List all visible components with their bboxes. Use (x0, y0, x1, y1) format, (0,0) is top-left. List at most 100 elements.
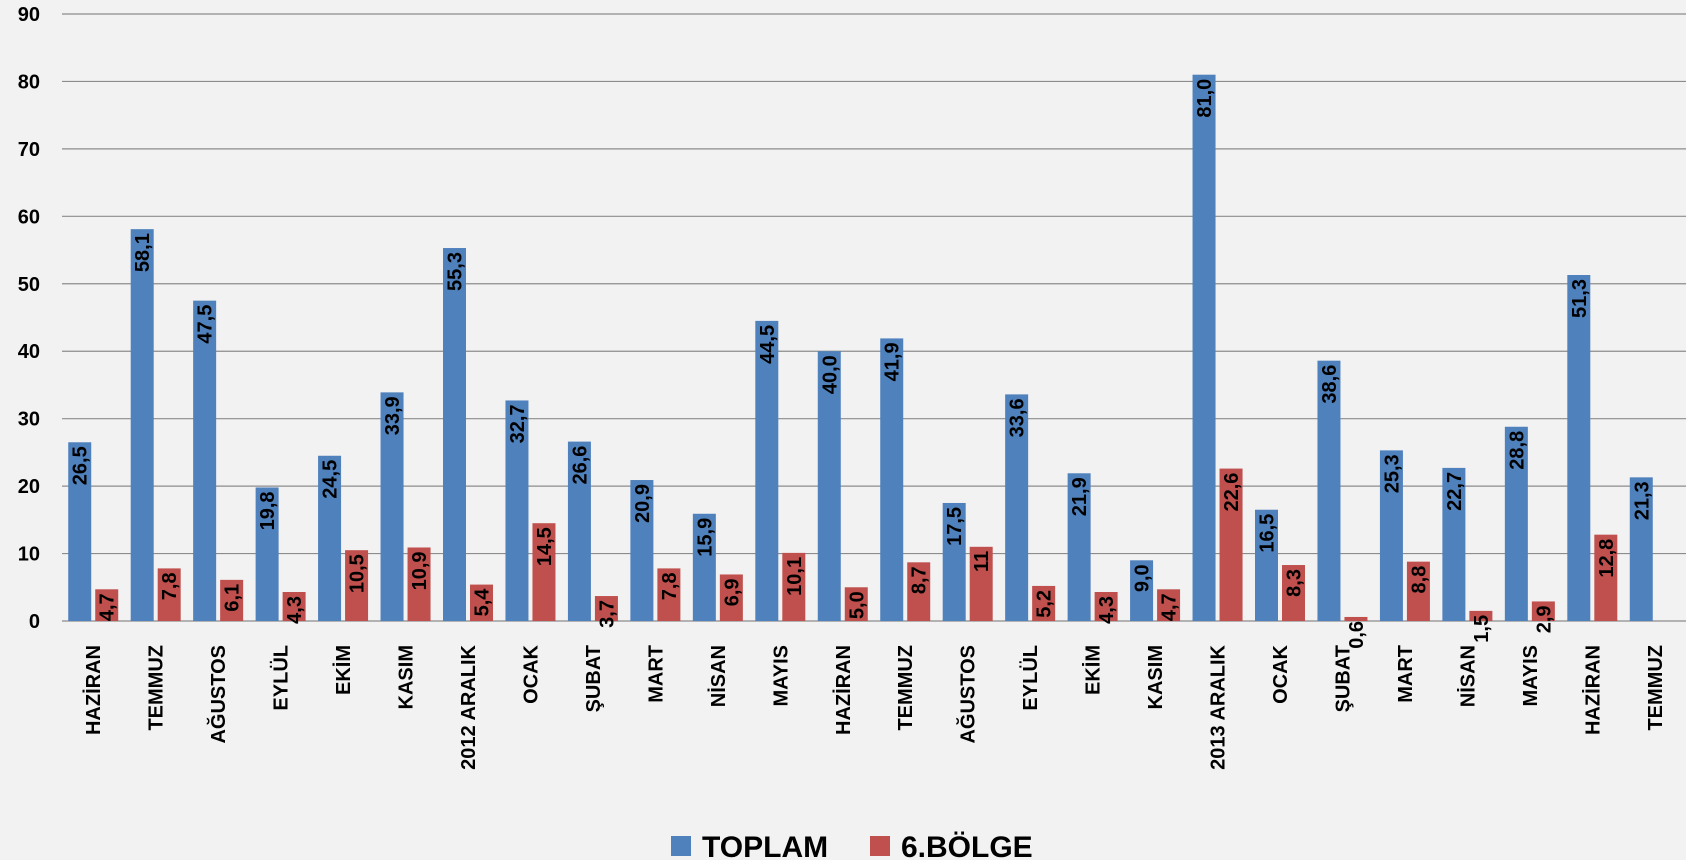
y-tick-label: 40 (18, 341, 40, 363)
data-label: 10,5 (347, 554, 369, 593)
data-label: 5,4 (472, 588, 494, 617)
y-axis-ticks: 0 10 20 30 40 50 60 70 80 90 (18, 4, 40, 633)
x-category-label: EYLÜL (270, 645, 293, 711)
bar-6-bolge (969, 546, 993, 621)
bar-toplam (68, 442, 92, 621)
bar-toplam (755, 320, 779, 621)
bar-toplam (505, 400, 529, 621)
bar-toplam (817, 351, 841, 621)
bar-toplam (1192, 74, 1216, 621)
x-category-label: KASIM (396, 645, 418, 709)
bar-6-bolge (907, 562, 931, 621)
legend-label-toplam: TOPLAM (702, 831, 828, 860)
data-label: 10,1 (784, 557, 806, 596)
x-category-label: HAZİRAN (82, 645, 105, 735)
bar-6-bolge (1032, 585, 1056, 621)
bar-toplam (692, 513, 716, 621)
bar-toplam (1317, 360, 1341, 621)
y-tick-label: 50 (18, 274, 40, 296)
x-category-label: HAZİRAN (832, 645, 855, 735)
y-tick-label: 80 (18, 71, 40, 93)
data-label: 58,1 (132, 233, 154, 272)
data-labels: 26,5 4,7 58,1 7,8 47,5 6,1 19,8 4,3 24,5 10,5 33,9… (70, 79, 1654, 649)
bar-toplam (1567, 275, 1591, 621)
data-label: 10,9 (409, 551, 431, 590)
bar-toplam (193, 300, 217, 621)
x-category-label: MART (1395, 645, 1417, 703)
bar-6-bolge (782, 552, 806, 621)
x-category-label: KASIM (1145, 645, 1167, 709)
data-label: 21,3 (1631, 481, 1653, 520)
bar-6-bolge (1157, 589, 1181, 621)
bar-toplam (443, 248, 466, 621)
data-label: 19,8 (257, 491, 279, 530)
y-tick-label: 0 (29, 611, 40, 633)
bar-toplam (630, 480, 654, 621)
data-label: 4,3 (284, 596, 306, 624)
legend-label-6-bolge: 6.BÖLGE (901, 831, 1033, 860)
data-label: 55,3 (445, 252, 467, 291)
data-label: 6,9 (721, 578, 743, 606)
x-category-label: AĞUSTOS (206, 645, 230, 744)
data-label: 32,7 (507, 404, 529, 443)
x-axis-categories: HAZİRAN TEMMUZ AĞUSTOS EYLÜL EKİM KASIM 2012 A… (82, 644, 1667, 769)
x-category-label: MAYIS (770, 645, 792, 707)
bar-6-bolge (1531, 601, 1555, 621)
y-tick-label: 10 (18, 544, 40, 566)
x-category-label: ŞUBAT (1332, 645, 1354, 712)
bar-6-bolge (95, 589, 119, 621)
x-category-label: EYLÜL (1019, 645, 1042, 711)
bar-6-bolge (157, 568, 181, 621)
x-category-label: NİSAN (1456, 645, 1479, 707)
bar-toplam (380, 392, 404, 621)
data-label: 15,9 (694, 518, 716, 557)
data-label: 11 (971, 551, 993, 572)
bar-6-bolge (345, 550, 369, 621)
bar-6-bolge (1094, 591, 1118, 621)
x-category-label: OCAK (520, 644, 542, 703)
x-category-label: 2013 ARALIK (1208, 644, 1230, 769)
bar-6-bolge (1282, 565, 1305, 621)
data-label: 7,8 (159, 572, 181, 600)
legend-swatch-toplam (671, 836, 691, 856)
data-label: 3,7 (596, 600, 618, 628)
data-label: 0,6 (1346, 621, 1368, 649)
bars (68, 74, 1653, 622)
data-label: 2,9 (1533, 605, 1555, 633)
data-label: 22,7 (1444, 472, 1466, 511)
data-label: 4,3 (1096, 596, 1118, 624)
bar-toplam (880, 338, 904, 621)
x-category-label: TEMMUZ (1645, 645, 1667, 731)
x-category-label: MAYIS (1520, 645, 1542, 707)
x-category-label: AĞUSTOS (956, 645, 980, 744)
bar-6-bolge (719, 574, 743, 621)
data-label: 24,5 (320, 460, 342, 499)
data-label: 21,9 (1069, 477, 1091, 516)
data-label: 4,7 (1159, 593, 1181, 621)
data-label: 33,9 (382, 396, 404, 435)
data-label: 9,0 (1132, 564, 1154, 592)
bar-6-bolge (532, 523, 556, 621)
data-label: 8,7 (909, 566, 931, 594)
bar-toplam (1442, 467, 1466, 621)
bar-toplam (318, 455, 342, 621)
x-category-label: NİSAN (707, 645, 730, 707)
bar-toplam (942, 502, 966, 621)
bar-toplam (1005, 394, 1029, 621)
data-label: 25,3 (1381, 454, 1403, 493)
data-label: 8,3 (1284, 569, 1306, 597)
data-label: 1,5 (1471, 615, 1493, 643)
x-category-label: TEMMUZ (895, 645, 917, 731)
data-label: 5,0 (846, 591, 868, 619)
y-tick-label: 90 (18, 4, 40, 26)
bar-6-bolge (844, 587, 868, 621)
bar-6-bolge (220, 579, 244, 621)
data-label: 14,5 (534, 527, 556, 566)
bar-6-bolge (1219, 468, 1243, 621)
data-label: 40,0 (819, 355, 841, 394)
bar-toplam (1130, 560, 1154, 621)
x-category-label: TEMMUZ (146, 645, 168, 731)
y-tick-label: 70 (18, 139, 40, 161)
